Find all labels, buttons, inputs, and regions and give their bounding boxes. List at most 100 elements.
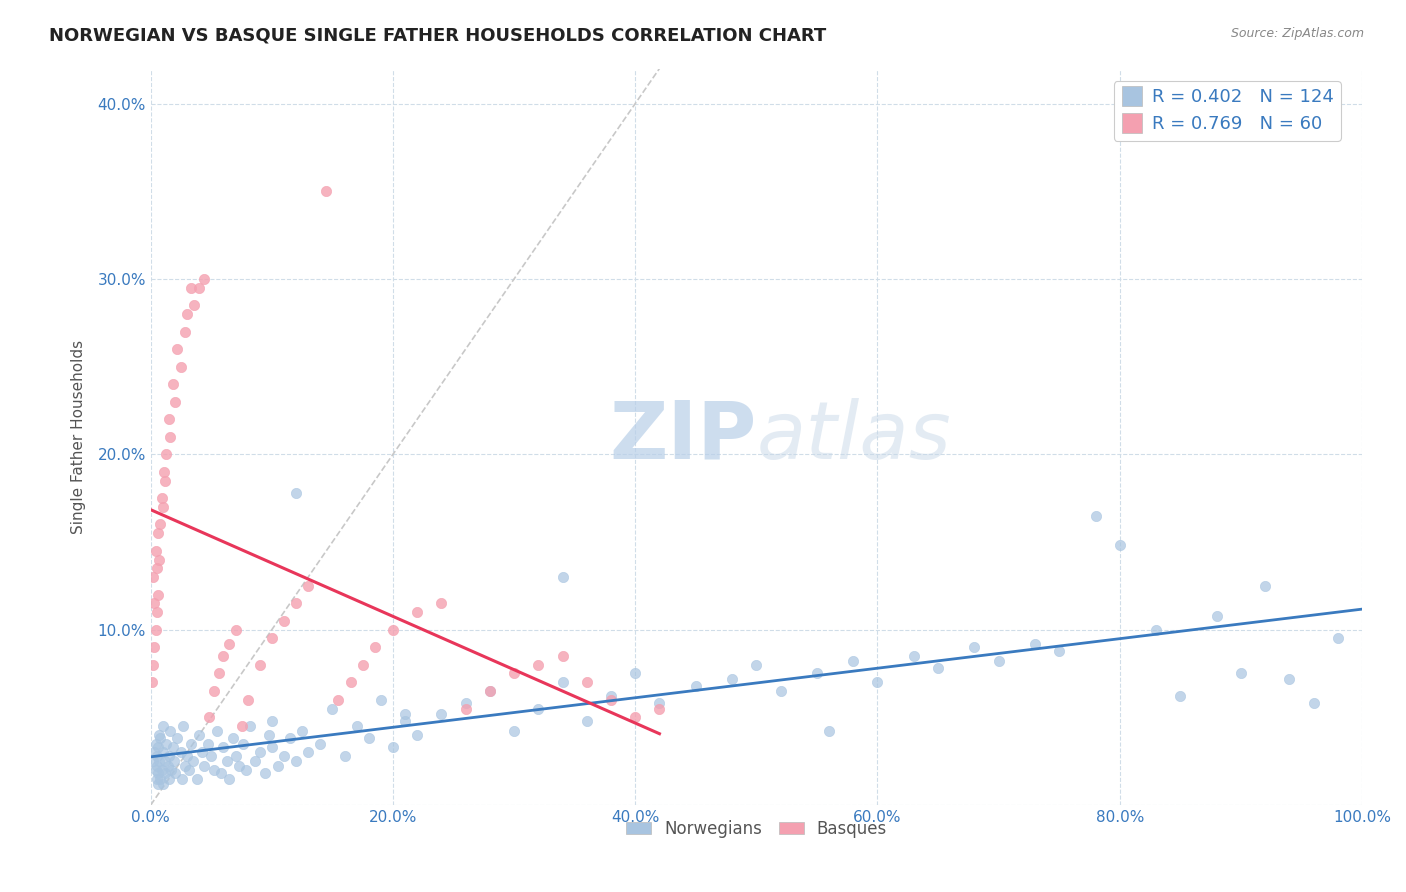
Point [745, 657, 768, 672]
Point [207, 724, 229, 739]
Point [381, 623, 404, 637]
Point [575, 675, 598, 690]
Point [148, 552, 170, 566]
Point [150, 763, 173, 777]
Point [273, 748, 295, 763]
Point [394, 706, 416, 721]
Point [180, 281, 202, 295]
Point [1108, 539, 1130, 553]
Point [624, 710, 647, 724]
Point [1254, 579, 1277, 593]
Point [145, 772, 167, 786]
Point [260, 714, 283, 728]
Point [278, 731, 301, 746]
Point [170, 746, 193, 760]
Point [346, 719, 368, 733]
Point [551, 570, 574, 584]
Point [527, 701, 550, 715]
Point [1024, 637, 1046, 651]
Point [149, 772, 172, 786]
Point [249, 657, 271, 672]
Point [142, 570, 165, 584]
Point [1144, 623, 1167, 637]
Point [600, 690, 623, 704]
Point [806, 666, 828, 681]
Point [721, 672, 744, 686]
Point [183, 298, 205, 312]
Point [170, 359, 193, 374]
Point [152, 719, 174, 733]
Point [357, 731, 380, 746]
Point [143, 596, 166, 610]
Point [149, 517, 172, 532]
Point [333, 748, 356, 763]
Point [454, 701, 477, 715]
Point [152, 746, 174, 760]
Point [162, 377, 184, 392]
Point [297, 579, 319, 593]
Point [818, 724, 841, 739]
Point [1084, 508, 1107, 523]
Point [143, 746, 166, 760]
Point [156, 759, 179, 773]
Point [146, 777, 169, 791]
Point [224, 623, 246, 637]
Point [145, 759, 167, 773]
Point [648, 701, 671, 715]
Point [406, 728, 429, 742]
Point [575, 714, 598, 728]
Text: Source: ZipAtlas.com: Source: ZipAtlas.com [1230, 27, 1364, 40]
Point [430, 596, 453, 610]
Point [478, 684, 501, 698]
Point [454, 696, 477, 710]
Text: ZIP: ZIP [609, 398, 756, 475]
Point [163, 394, 186, 409]
Point [215, 754, 238, 768]
Point [769, 684, 792, 698]
Point [267, 759, 290, 773]
Point [381, 740, 404, 755]
Point [209, 766, 232, 780]
Point [145, 623, 167, 637]
Point [145, 605, 167, 619]
Point [1230, 666, 1253, 681]
Point [207, 666, 229, 681]
Point [1302, 696, 1324, 710]
Point [648, 696, 671, 710]
Point [146, 740, 169, 755]
Point [222, 731, 245, 746]
Point [148, 754, 170, 768]
Point [163, 766, 186, 780]
Point [551, 648, 574, 663]
Point [364, 640, 387, 655]
Point [685, 679, 707, 693]
Point [253, 766, 276, 780]
Point [297, 746, 319, 760]
Point [339, 675, 361, 690]
Point [987, 654, 1010, 668]
Point [478, 684, 501, 698]
Point [551, 675, 574, 690]
Point [172, 772, 194, 786]
Point [285, 486, 308, 500]
Point [235, 763, 257, 777]
Point [218, 637, 240, 651]
Point [176, 307, 198, 321]
Point [285, 754, 308, 768]
Point [145, 763, 167, 777]
Point [143, 640, 166, 655]
Point [866, 675, 889, 690]
Point [202, 684, 225, 698]
Point [142, 657, 165, 672]
Point [186, 772, 208, 786]
Y-axis label: Single Father Households: Single Father Households [72, 340, 86, 533]
Point [181, 754, 204, 768]
Point [321, 701, 343, 715]
Point [152, 500, 174, 514]
Point [260, 740, 283, 755]
Point [141, 675, 163, 690]
Point [285, 596, 308, 610]
Point [600, 693, 623, 707]
Point [1326, 632, 1348, 646]
Point [173, 325, 195, 339]
